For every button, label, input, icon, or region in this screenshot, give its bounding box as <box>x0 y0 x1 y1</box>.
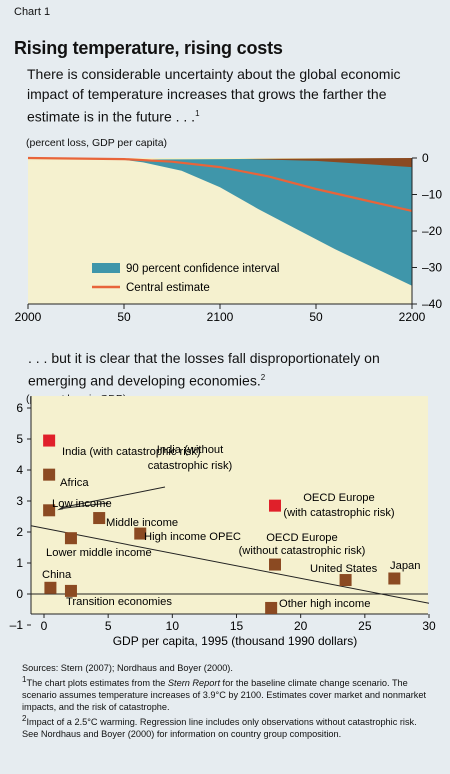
legend-label-central: Central estimate <box>126 282 210 294</box>
data-point <box>43 468 56 481</box>
data-point <box>134 527 147 540</box>
regression-line <box>31 525 430 604</box>
subtitle-text: There is considerable uncertainty about … <box>27 66 401 125</box>
footnote-2-text: Impact of a 2.5°C warming. Regression li… <box>22 717 417 740</box>
area-chart-unit-label: (percent loss, GDP per capita) <box>26 137 168 149</box>
data-point <box>44 581 57 594</box>
data-point-label: (without catastrophic risk) <box>239 545 366 557</box>
y-tick-label: –10 <box>422 188 442 202</box>
scatter-y-tick-label: 5 <box>16 432 23 446</box>
data-point <box>93 512 106 525</box>
data-point-label: High income OPEC <box>144 531 241 543</box>
footnote-2-mark: 2 <box>22 714 27 724</box>
data-point <box>64 532 77 545</box>
data-point-label: Japan <box>390 560 420 572</box>
data-point-label: OECD Europe <box>303 492 375 504</box>
legend-swatch-confidence <box>92 263 120 273</box>
legend-label-confidence: 90 percent confidence interval <box>126 263 279 275</box>
data-point-label: United States <box>310 563 378 575</box>
annotation-arrow-india <box>63 486 166 508</box>
data-point-label: Lower middle income <box>46 547 152 559</box>
y-tick-label: –20 <box>422 224 442 238</box>
data-point-label: Africa <box>60 477 89 489</box>
footnote-1-text-a: The chart plots estimates from the <box>26 678 168 689</box>
second-subtitle-text: . . . but it is clear that the losses fa… <box>28 350 380 389</box>
x-tick-label: 2100 <box>207 310 234 324</box>
data-point <box>339 574 352 587</box>
data-point-label: (with catastrophic risk) <box>283 507 395 519</box>
chart-title: Rising temperature, rising costs <box>14 38 283 58</box>
data-point-label: Transition economies <box>66 596 172 608</box>
scatter-x-tick-label: 0 <box>41 619 48 633</box>
second-subtitle-footnote-mark: 2 <box>260 373 266 382</box>
data-point <box>43 434 56 447</box>
subtitle-footnote-mark: 1 <box>195 109 200 118</box>
footnote-1-mark: 1 <box>22 675 27 684</box>
central-estimate-line <box>27 156 413 212</box>
data-point-label: catastrophic risk) <box>148 460 233 472</box>
scatter-y-tick-label: 3 <box>16 494 23 508</box>
x-tick-label: 2200 <box>399 310 426 324</box>
scatter-x-tick-label: 15 <box>230 619 244 633</box>
data-point <box>265 601 278 614</box>
footnote-1-italic: Stern Report <box>167 678 220 689</box>
footnote-1: 1The chart plots estimates from the Ster… <box>22 674 432 713</box>
data-point-label: India (without <box>157 444 224 456</box>
sources-line: Sources: Stern (2007); Nordhaus and Boye… <box>22 663 233 673</box>
scatter-y-tick-label: 4 <box>16 463 23 477</box>
chart-number: Chart 1 <box>14 6 51 18</box>
band-1 <box>28 158 412 168</box>
x-tick-label: 50 <box>309 310 323 324</box>
area-chart: 2000 50 2100 50 2200 0 –10 –20 –30 –40 90 percent … <box>15 151 443 324</box>
scatter-y-tick-label: 1 <box>16 556 23 570</box>
y-tick-label: 0 <box>422 151 429 165</box>
scatter-x-axis-label: GDP per capita, 1995 (thousand 1990 doll… <box>113 634 358 648</box>
annotation-arrow-head <box>57 505 65 511</box>
y-tick-label: –40 <box>422 297 442 311</box>
data-point <box>388 572 401 585</box>
chart-subtitle: There is considerable uncertainty about … <box>27 64 437 127</box>
data-point <box>43 504 56 517</box>
scatter-y-tick-label: 0 <box>16 587 23 601</box>
y-tick-label: –30 <box>422 261 442 275</box>
data-point-label: China <box>42 569 72 581</box>
data-point <box>64 584 77 597</box>
data-point-label: Other high income <box>279 598 370 610</box>
scatter-y-tick-label: 2 <box>16 525 23 539</box>
scatter-x-tick-label: 25 <box>358 619 372 633</box>
data-point-label: Middle income <box>106 517 178 529</box>
data-point-label: Low income <box>52 498 112 510</box>
scatter-x-tick-label: 30 <box>422 619 436 633</box>
data-point-label: OECD Europe <box>266 532 338 544</box>
data-point <box>269 558 281 571</box>
x-tick-label: 2000 <box>15 310 42 324</box>
second-subtitle: . . . but it is clear that the losses fa… <box>28 348 438 391</box>
footnote-1-text-b: for the baseline climate change scenario… <box>22 678 427 713</box>
footnote-2: 2Impact of a 2.5°C warming. Regression l… <box>22 713 432 740</box>
data-point <box>269 499 281 512</box>
scatter-x-tick-label: 20 <box>294 619 308 633</box>
scatter-y-tick-label: –1 <box>10 618 24 632</box>
source-notes: Sources: Stern (2007); Nordhaus and Boye… <box>22 662 432 740</box>
scatter-y-tick-label: 6 <box>16 401 23 415</box>
scatter-x-tick-label: 5 <box>105 619 112 633</box>
scatter-x-tick-label: 10 <box>166 619 180 633</box>
x-tick-label: 50 <box>117 310 131 324</box>
annotation-arrow-low-income <box>63 502 109 509</box>
scatter-plot-background <box>31 396 428 614</box>
data-point-label: India (with catastrophic risk) <box>62 446 201 458</box>
